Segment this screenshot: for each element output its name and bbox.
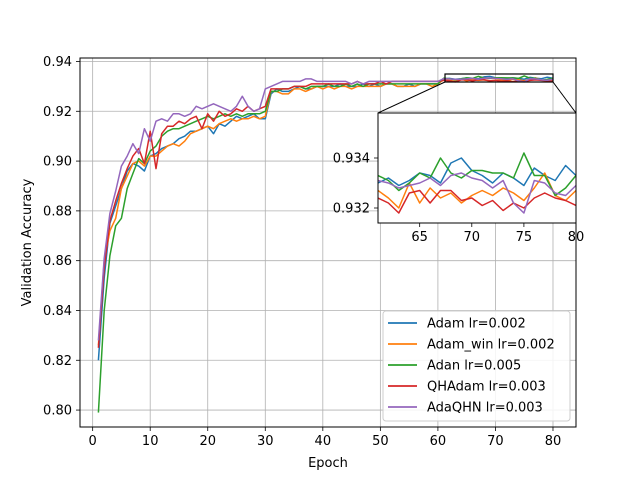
zoom-connector-right (552, 81, 577, 114)
y-tick-label-0: 0.80 (43, 404, 72, 419)
legend: Adam lr=0.002 Adam_win lr=0.002 Adan lr=0.… (382, 310, 571, 422)
legend-label-2: Adan lr=0.005 (427, 359, 521, 374)
y-tick-label-4: 0.88 (43, 204, 72, 219)
main-plot-frame (79, 57, 577, 428)
y-tick-label-2: 0.84 (43, 304, 72, 319)
main-series-group (97, 75, 554, 413)
x-tick-label-40: 40 (315, 434, 332, 449)
inset-axis-ticks: 65 70 75 80 0.932 0.934 (333, 152, 584, 246)
x-tick-label-60: 60 (430, 434, 447, 449)
y-tick-label-6: 0.92 (43, 105, 72, 120)
legend-label-1: Adam_win lr=0.002 (427, 338, 555, 353)
series-line-2 (97, 75, 554, 413)
inset-x-tick-label-80: 80 (568, 230, 585, 245)
legend-label-0: Adam lr=0.002 (427, 317, 526, 332)
y-axis-label: Validation Accuracy (20, 178, 35, 306)
inset-series-line-4 (378, 172, 576, 214)
x-tick-label-80: 80 (545, 434, 562, 449)
inset-y-tick-label-1: 0.934 (333, 152, 370, 167)
main-axis-ticks: 0 10 20 30 40 50 60 70 80 0.80 0.82 0.84 0.86 0.88 0.9… (43, 55, 561, 449)
x-axis-label: Epoch (308, 456, 348, 471)
inset-x-tick-label-70: 70 (464, 230, 481, 245)
x-tick-label-50: 50 (372, 434, 389, 449)
inset-series-line-2 (378, 152, 576, 197)
x-tick-label-20: 20 (199, 434, 216, 449)
legend-label-4: AdaQHN lr=0.003 (427, 401, 543, 416)
inset-series-group (378, 152, 576, 214)
x-tick-label-0: 0 (89, 434, 97, 449)
x-tick-label-10: 10 (142, 434, 159, 449)
y-tick-label-3: 0.86 (43, 254, 72, 269)
inset-x-tick-label-75: 75 (516, 230, 533, 245)
inset-x-tick-label-65: 65 (411, 230, 428, 245)
series-line-3 (97, 78, 554, 348)
x-tick-label-30: 30 (257, 434, 274, 449)
y-tick-label-7: 0.94 (43, 55, 72, 70)
inset-series-line-3 (378, 189, 576, 214)
y-tick-label-5: 0.90 (43, 155, 72, 170)
x-tick-label-70: 70 (487, 434, 504, 449)
legend-box (382, 310, 571, 422)
zoom-connector-left (377, 81, 446, 114)
inset-y-tick-label-0: 0.932 (333, 202, 370, 217)
inset-background (378, 113, 576, 223)
inset-plot-frame (377, 112, 577, 224)
zoom-indicator (377, 73, 577, 114)
y-tick-label-1: 0.82 (43, 354, 72, 369)
legend-label-3: QHAdam lr=0.003 (427, 380, 546, 395)
series-line-4 (97, 77, 554, 341)
zoom-region-rect (444, 73, 554, 83)
